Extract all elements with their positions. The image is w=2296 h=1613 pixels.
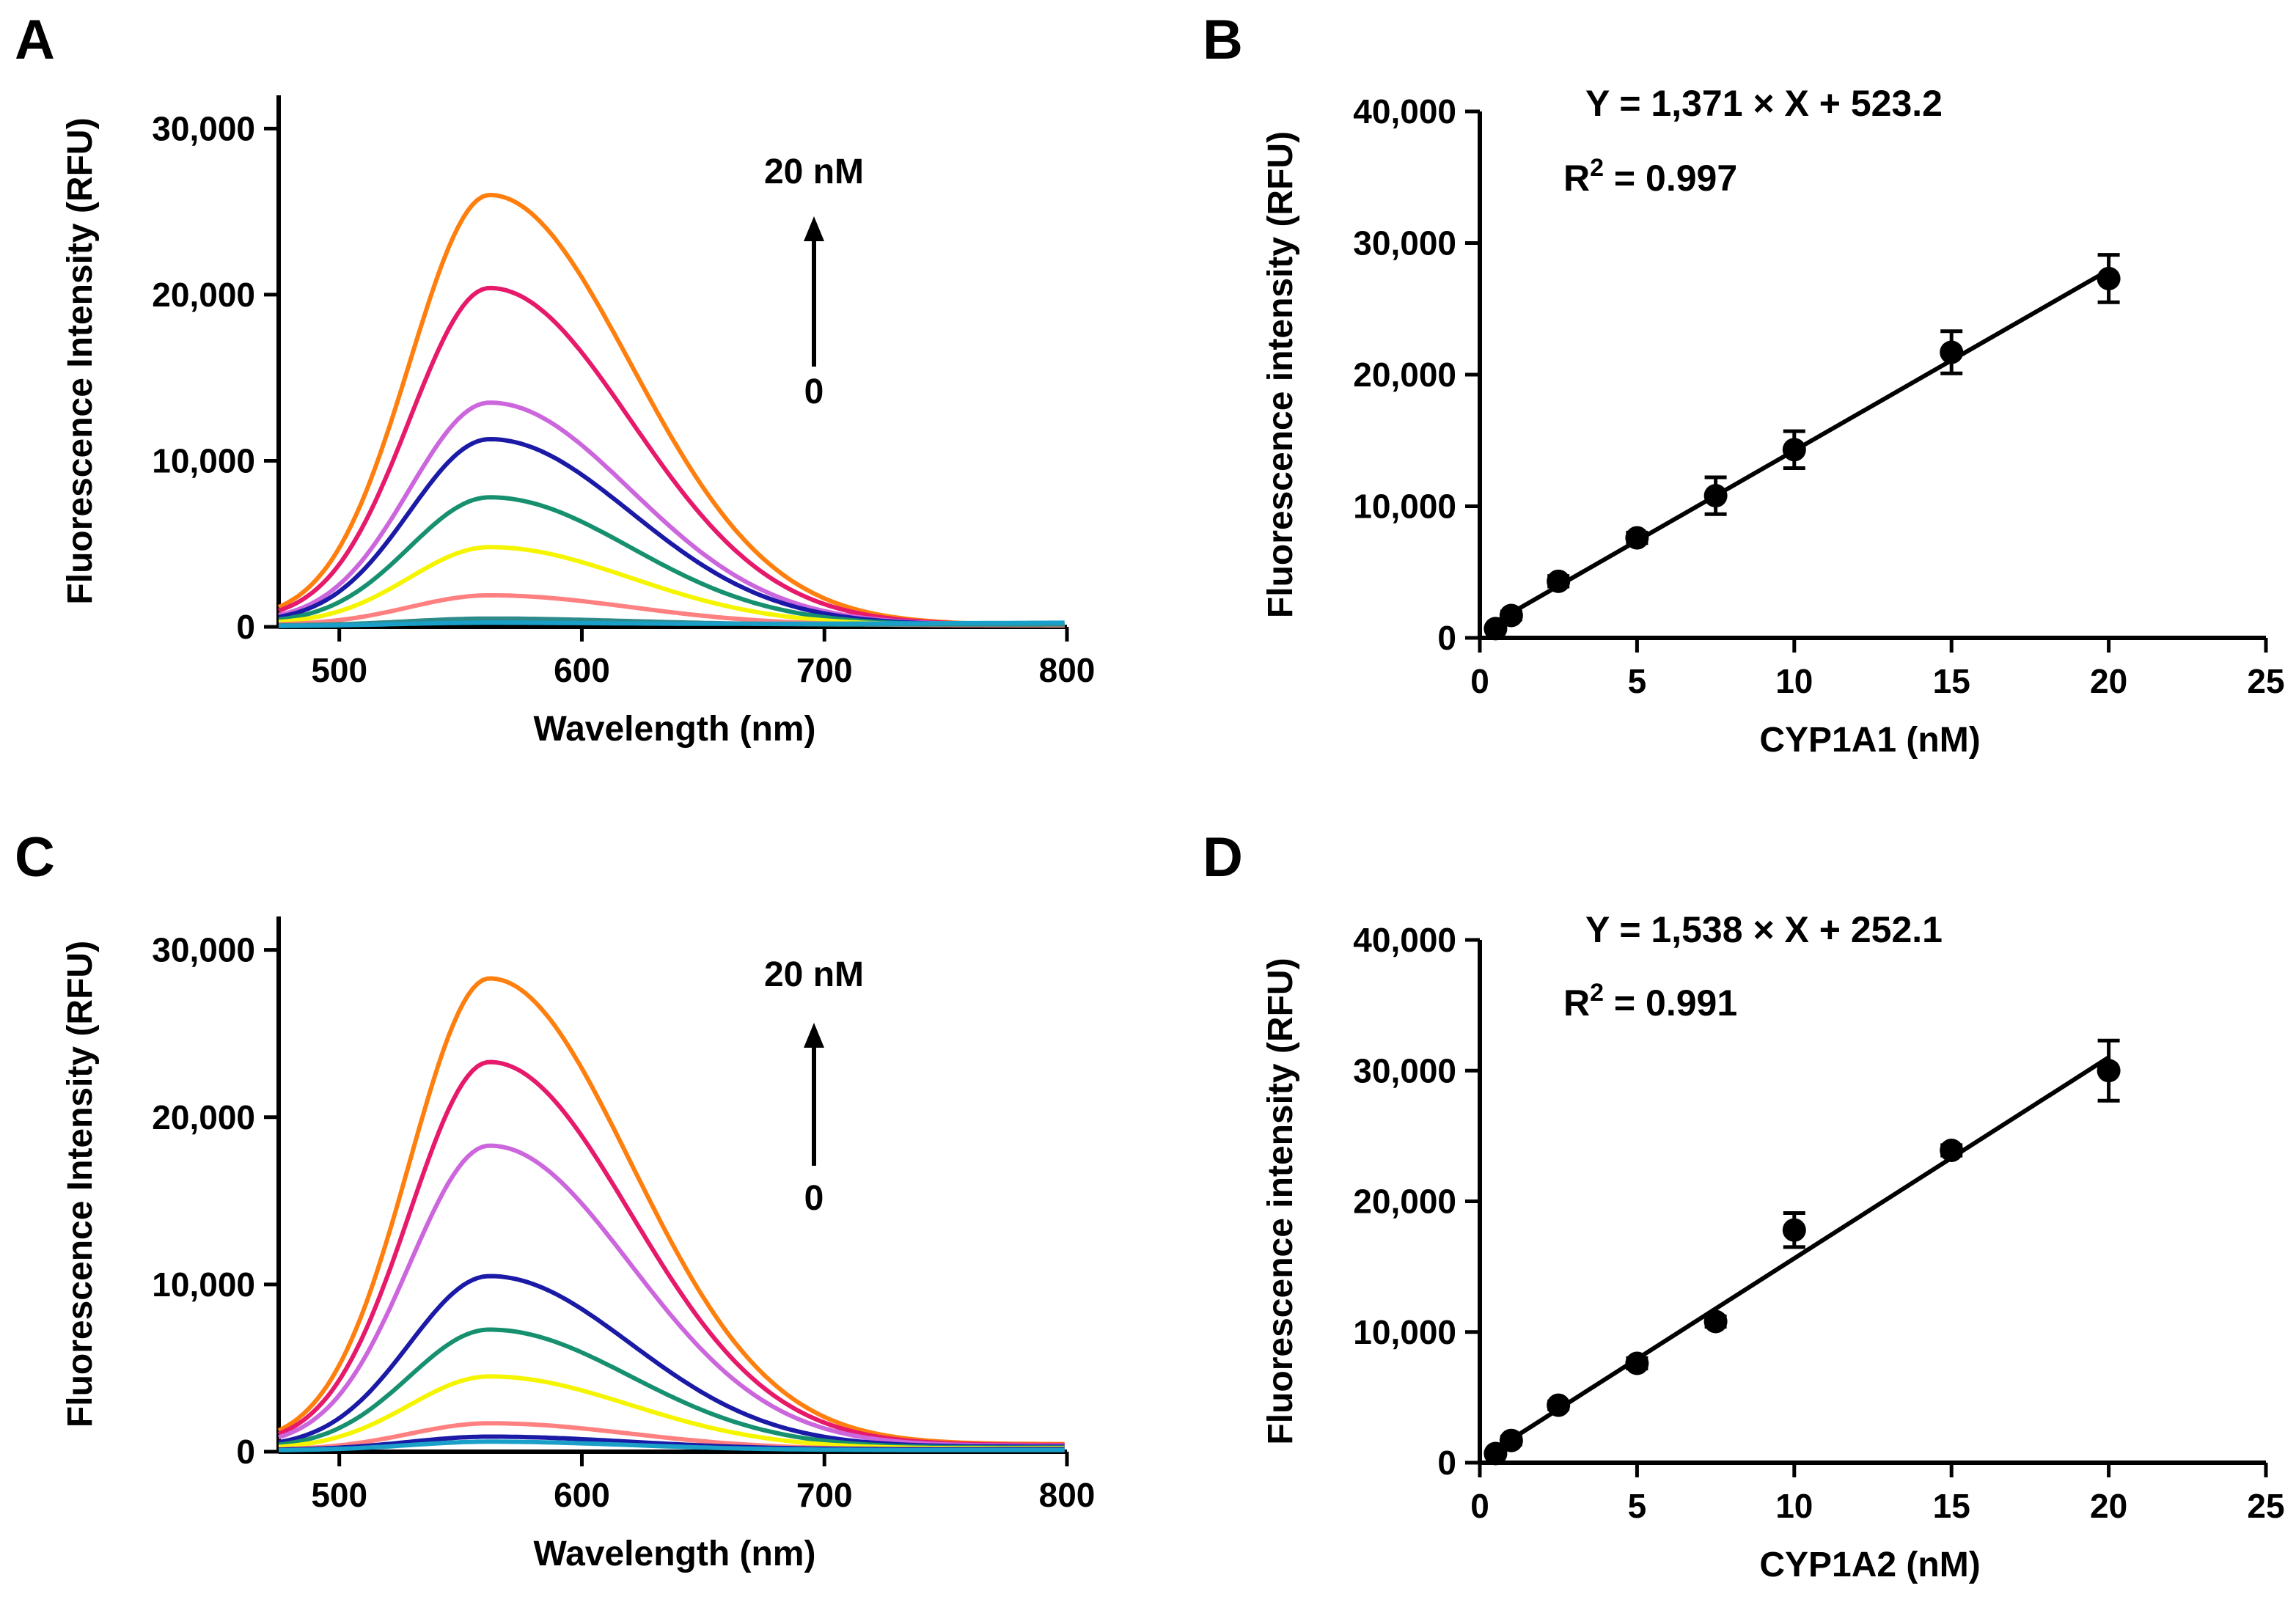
data-point [1940, 340, 1964, 364]
x-axis-title: Wavelength (nm) [534, 710, 816, 749]
x-tick-label: 500 [311, 1476, 367, 1514]
y-tick-label: 0 [236, 1433, 255, 1471]
r-squared: R2 = 0.991 [1563, 979, 1737, 1024]
y-tick-label: 10,000 [152, 441, 255, 480]
spectra-panel-A: 500 600 700 800 0 10,000 20,000 30,000 Wavelengt… [15, 9, 1095, 749]
panel-letter: C [15, 826, 55, 889]
x-tick-label: 0 [1470, 1487, 1489, 1525]
data-point [1782, 438, 1806, 462]
x-tick-label: 20 [2090, 1487, 2127, 1525]
x-tick-label: 15 [1933, 662, 1970, 700]
y-tick-label: 20,000 [152, 1098, 255, 1136]
x-tick-label: 700 [796, 1476, 853, 1514]
y-tick-label: 30,000 [1353, 1051, 1456, 1090]
x-tick-label: 15 [1933, 1487, 1970, 1525]
spectrum-line-0-nM [278, 1439, 1065, 1452]
y-tick-label: 40,000 [1353, 921, 1456, 959]
y-tick-label: 0 [236, 608, 255, 646]
data-point [2097, 266, 2121, 290]
x-axis-title: CYP1A1 (nM) [1759, 721, 1980, 760]
r-squared-label: R [1563, 158, 1590, 199]
x-tick-label: 10 [1775, 662, 1813, 700]
r-squared-value: = 0.991 [1604, 982, 1737, 1024]
x-axis-title: Wavelength (nm) [534, 1535, 816, 1573]
series-group [277, 193, 1065, 628]
y-tick-label: 10,000 [152, 1265, 255, 1304]
regression-equation: Y = 1,371 × X + 523.2 [1585, 83, 1943, 124]
data-point [1499, 603, 1523, 628]
x-tick-label: 5 [1628, 662, 1647, 700]
spectrum-line-7-5-nM [278, 437, 1065, 628]
x-tick-label: 0 [1470, 662, 1489, 700]
x-tick-label: 25 [2247, 662, 2284, 700]
x-tick-label: 800 [1039, 651, 1096, 689]
spectrum-line-7-5-nM [278, 1274, 1065, 1450]
y-tick-label: 30,000 [152, 109, 255, 147]
y-tick-label: 20,000 [1353, 1183, 1456, 1221]
x-tick-label: 20 [2090, 662, 2127, 700]
spectrum-line-10-nM [278, 1143, 1065, 1448]
series-group [277, 976, 1065, 1452]
spectra-panel-C: 500 600 700 800 0 10,000 20,000 30,000 Wavelengt… [15, 826, 1095, 1573]
calibration-panel-D: 0 5 10 15 20 25 0 10,000 20,000 30,000 40,000 CYP1A… [1203, 826, 2285, 1584]
data-point [1703, 1309, 1728, 1334]
y-axis-title: Fluorescence Intensity (RFU) [61, 117, 100, 604]
y-axis-title: Fluorescence Intensity (RFU) [61, 941, 100, 1428]
spectrum-line-5-nM [278, 495, 1065, 628]
data-point [1703, 484, 1728, 508]
y-tick-label: 40,000 [1353, 92, 1456, 131]
data-point [1625, 526, 1649, 550]
r-squared-label: R [1563, 982, 1590, 1024]
panel-letter: B [1203, 9, 1243, 71]
panel-letter: A [15, 9, 55, 71]
x-tick-label: 800 [1039, 1476, 1096, 1514]
x-tick-label: 600 [554, 651, 610, 689]
spectrum-line-5-nM [278, 1327, 1065, 1450]
y-tick-label: 30,000 [1353, 224, 1456, 262]
y-tick-label: 0 [1437, 1444, 1456, 1482]
annotation-bottom-label: 0 [804, 1179, 824, 1218]
data-point [1782, 1218, 1806, 1242]
y-axis-title: Fluorescence intensity (RFU) [1261, 131, 1300, 618]
data-point [1483, 617, 1508, 641]
r-squared-exponent: 2 [1590, 154, 1604, 182]
y-tick-label: 10,000 [1353, 1313, 1456, 1351]
x-tick-label: 5 [1628, 1487, 1647, 1525]
data-point [1940, 1138, 1964, 1162]
annotation-bottom-label: 0 [804, 372, 824, 411]
data-point [2097, 1059, 2121, 1083]
x-axis-title: CYP1A2 (nM) [1759, 1546, 1980, 1584]
y-tick-label: 0 [1437, 619, 1456, 657]
y-tick-label: 20,000 [152, 276, 255, 314]
data-point [1499, 1428, 1523, 1452]
y-tick-label: 10,000 [1353, 488, 1456, 526]
y-tick-label: 20,000 [1353, 356, 1456, 394]
regression-equation: Y = 1,538 × X + 252.1 [1585, 909, 1943, 950]
x-tick-label: 10 [1775, 1487, 1813, 1525]
concentration-arrow-head [804, 216, 824, 241]
data-point [1483, 1441, 1508, 1466]
spectrum-line-15-nM [277, 285, 1065, 628]
r-squared-value: = 0.997 [1604, 158, 1737, 199]
concentration-arrow-head [804, 1023, 824, 1048]
r-squared: R2 = 0.997 [1563, 154, 1737, 199]
data-point [1625, 1351, 1649, 1375]
annotation-top-label: 20 nM [764, 153, 864, 191]
data-point [1547, 1393, 1571, 1417]
calibration-panel-B: 0 5 10 15 20 25 0 10,000 20,000 30,000 40,000 CYP1A… [1203, 9, 2285, 760]
annotation-top-label: 20 nM [764, 955, 864, 994]
data-point [1547, 569, 1571, 593]
y-axis-title: Fluorescence intensity (RFU) [1261, 958, 1300, 1444]
spectrum-line-0-nM [279, 620, 1065, 628]
x-tick-label: 700 [796, 651, 853, 689]
x-tick-label: 600 [554, 1476, 610, 1514]
x-tick-label: 500 [311, 651, 367, 689]
panel-letter: D [1203, 826, 1243, 889]
y-tick-label: 30,000 [152, 931, 255, 969]
regression-line [1494, 1055, 2110, 1452]
r-squared-exponent: 2 [1590, 979, 1604, 1007]
x-tick-label: 25 [2247, 1487, 2284, 1525]
